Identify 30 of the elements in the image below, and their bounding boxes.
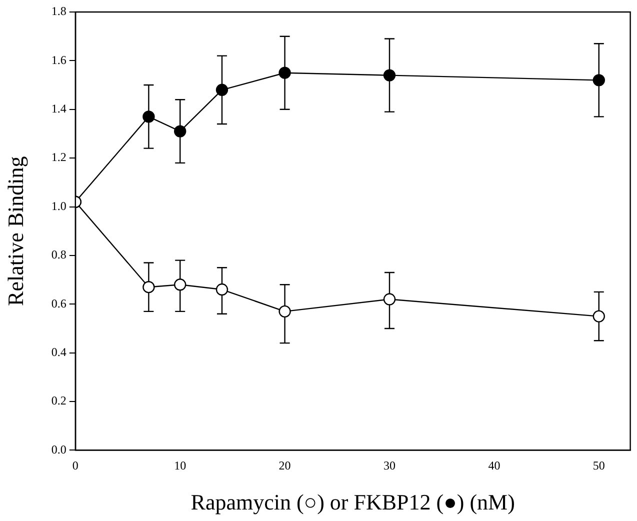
- y-tick-label: 1.2: [51, 150, 66, 164]
- y-tick-label: 0.4: [51, 344, 66, 359]
- y-tick-label: 1.0: [51, 198, 66, 213]
- y-tick-label: 0.0: [51, 442, 66, 456]
- y-tick-label: 1.4: [51, 102, 66, 116]
- point: [278, 305, 291, 318]
- y-tick-label: 0.6: [51, 296, 66, 310]
- point: [383, 69, 396, 82]
- point: [174, 278, 186, 291]
- point: [592, 310, 605, 322]
- x-axis-title: Rapamycin (○) or FKBP12 (●) (nM): [190, 490, 515, 515]
- y-tick-label: 0.8: [51, 248, 66, 262]
- point: [383, 293, 396, 306]
- point: [142, 110, 155, 123]
- x-tick-label: 30: [383, 458, 396, 473]
- x-tick-label: 10: [174, 458, 186, 473]
- point: [592, 74, 605, 86]
- x-tick-label: 20: [278, 458, 291, 473]
- y-axis-title: Relative Binding: [2, 156, 28, 306]
- point: [216, 283, 228, 296]
- point: [142, 280, 155, 294]
- y-tick-label: 1.8: [51, 4, 66, 18]
- point: [216, 84, 228, 96]
- y-tick-label: 0.2: [51, 394, 66, 408]
- point: [174, 125, 186, 138]
- x-tick-label: 40: [488, 458, 500, 473]
- x-tick-label: 0: [72, 458, 78, 473]
- point: [278, 66, 291, 79]
- x-tick-label: 50: [592, 458, 605, 473]
- y-tick-label: 1.6: [51, 52, 66, 67]
